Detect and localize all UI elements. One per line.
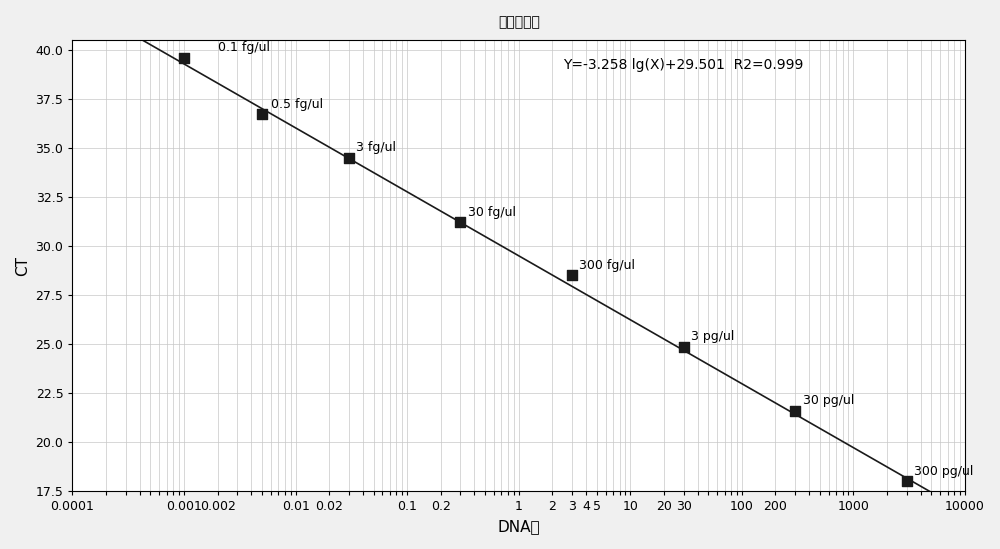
Text: 300 pg/ul: 300 pg/ul — [914, 464, 974, 478]
Point — [899, 476, 915, 485]
Text: 300 fg/ul: 300 fg/ul — [579, 259, 635, 272]
Text: 30 fg/ul: 30 fg/ul — [468, 205, 516, 219]
Point — [452, 218, 468, 227]
Text: 0.1 fg/ul: 0.1 fg/ul — [218, 41, 270, 54]
Point — [341, 153, 357, 162]
Text: 0.5 fg/ul: 0.5 fg/ul — [271, 98, 323, 110]
Text: 30 pg/ul: 30 pg/ul — [803, 394, 854, 407]
Point — [176, 53, 192, 62]
Point — [564, 271, 580, 280]
X-axis label: DNA量: DNA量 — [497, 519, 540, 534]
Text: Y=-3.258 lg(X)+29.501  R2=0.999: Y=-3.258 lg(X)+29.501 R2=0.999 — [563, 58, 804, 72]
Point — [787, 407, 803, 416]
Title: 标准曲线图: 标准曲线图 — [498, 15, 540, 29]
Text: 3 fg/ul: 3 fg/ul — [356, 141, 396, 154]
Point — [254, 110, 270, 119]
Y-axis label: CT: CT — [15, 256, 30, 276]
Point — [676, 343, 692, 351]
Text: 3 pg/ul: 3 pg/ul — [691, 330, 734, 343]
